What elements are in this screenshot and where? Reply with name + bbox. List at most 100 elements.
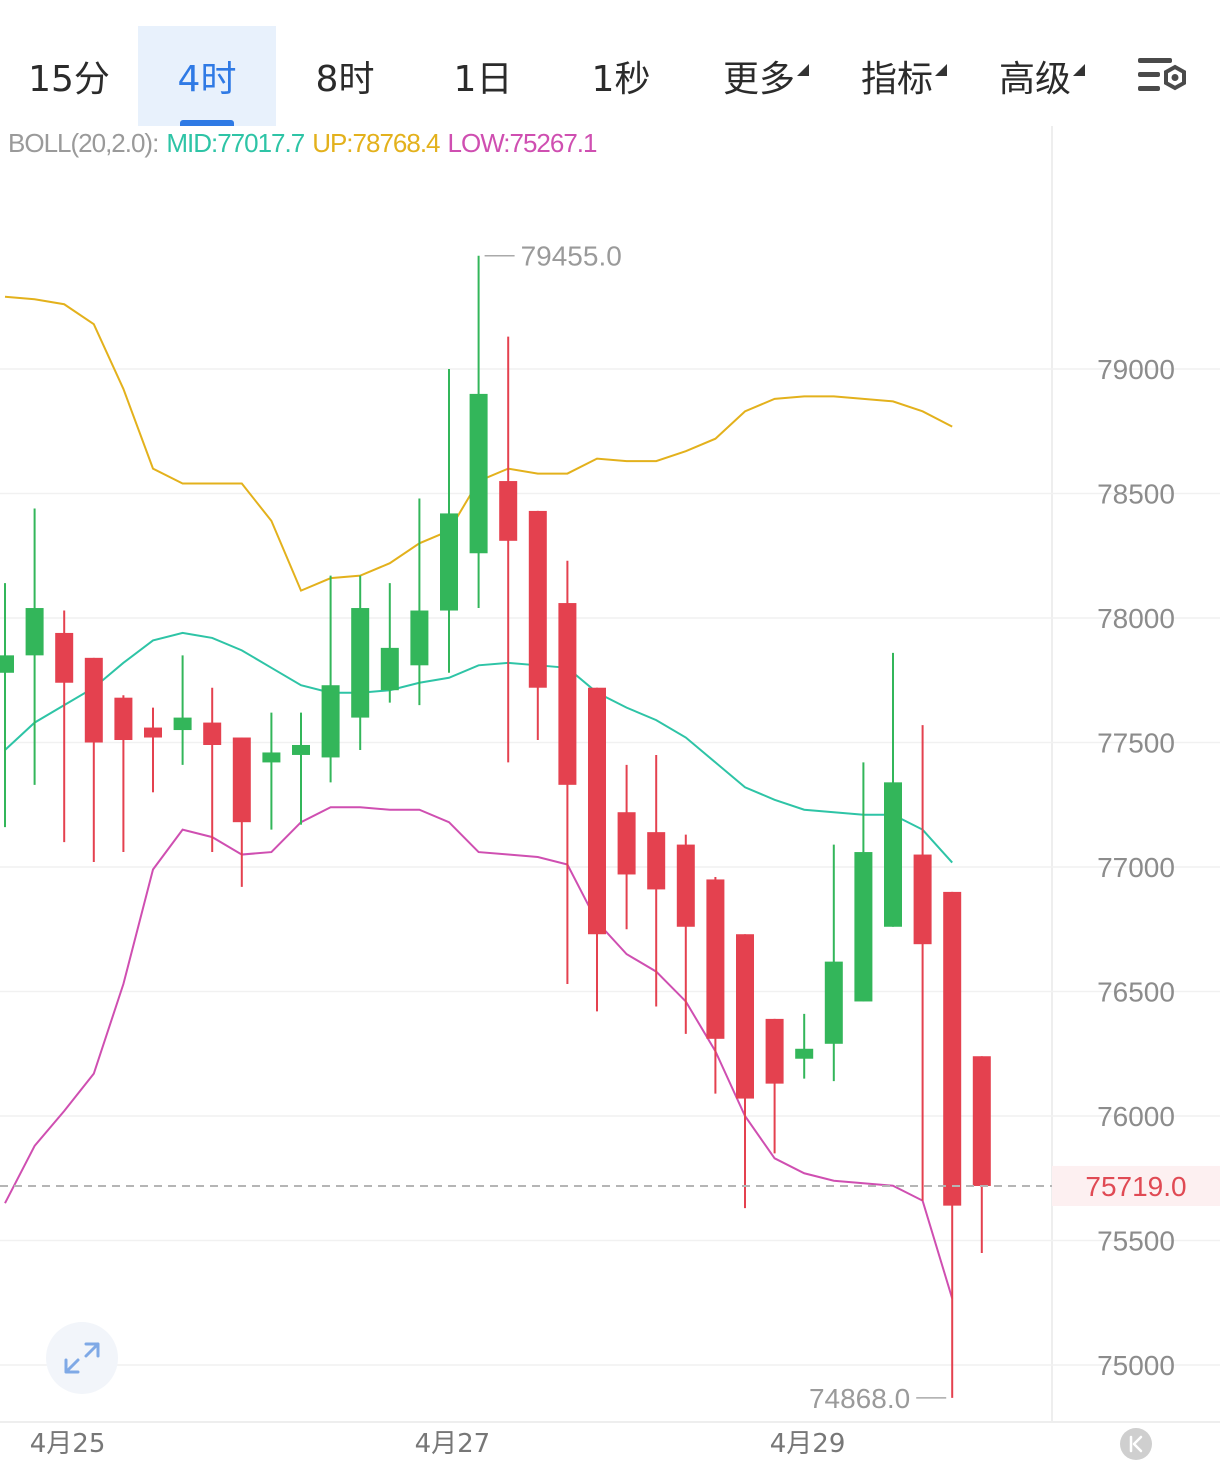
candle — [173, 655, 192, 765]
candle-body — [262, 752, 281, 763]
grid-lines — [0, 126, 1220, 1423]
candle — [25, 508, 44, 785]
skip-back-icon — [1129, 1435, 1143, 1453]
candle-body — [588, 687, 606, 935]
candle — [588, 687, 606, 1012]
boll-mid-line — [4, 631, 953, 864]
candle-body — [943, 891, 962, 1206]
candle — [528, 510, 547, 741]
last-price-badge — [1052, 1165, 1220, 1206]
tab-label: 4时 — [177, 59, 237, 100]
candle-body — [410, 610, 429, 666]
last-price-label: 75719.0 — [1085, 1171, 1186, 1202]
candle-body — [795, 1048, 814, 1059]
candle — [292, 712, 310, 825]
candle — [351, 575, 370, 750]
boll-legend: BOLL(20,2.0): MID:77017.7 UP:78768.4 LOW:75… — [8, 128, 604, 159]
tab-label: 8时 — [315, 59, 375, 100]
candle — [647, 754, 666, 1007]
candle — [114, 695, 133, 853]
candle-body — [469, 393, 488, 554]
candle-body — [884, 782, 902, 927]
price-tick-label: 76000 — [1097, 1101, 1175, 1132]
boll-low-line — [4, 806, 954, 1299]
candle — [262, 712, 281, 830]
price-tick-label: 78000 — [1097, 603, 1175, 634]
candle-body — [321, 685, 340, 758]
candle-body — [706, 879, 725, 1039]
fullscreen-button[interactable] — [46, 1322, 118, 1394]
candle-body — [647, 832, 666, 890]
candle — [410, 498, 429, 706]
candle — [203, 687, 222, 853]
candle-body — [203, 722, 222, 745]
date-tick-label: 4月27 — [415, 1429, 491, 1459]
price-tick-label: 78500 — [1097, 479, 1175, 510]
candle-body — [528, 510, 547, 688]
candle — [913, 725, 932, 1201]
tab-1[interactable]: 15分 — [0, 26, 138, 126]
candle — [795, 1013, 814, 1079]
candle — [0, 583, 14, 828]
candle-body — [114, 697, 133, 741]
candle — [55, 610, 74, 843]
chart-settings-button[interactable] — [1132, 52, 1192, 102]
scroll-to-latest-button[interactable] — [1120, 1428, 1152, 1460]
candle-body — [736, 934, 754, 1099]
candle — [440, 369, 458, 673]
price-tick-label: 76500 — [1097, 977, 1175, 1008]
tab-label: 更多 — [723, 50, 809, 102]
boll-mid-value: MID:77017.7 — [166, 128, 305, 158]
candle-body — [25, 608, 44, 656]
max-price-label: 79455.0 — [521, 241, 622, 272]
candle — [617, 764, 636, 930]
min-price-label: 74868.0 — [809, 1383, 910, 1414]
active-tab-indicator — [180, 120, 234, 126]
candle-body — [617, 812, 636, 875]
boll-up-value: UP:78768.4 — [312, 128, 440, 158]
candle — [854, 762, 873, 1002]
candle — [765, 1018, 784, 1154]
candle-body — [232, 737, 251, 823]
dropdown-corner-icon — [1073, 64, 1085, 76]
tab-label: 指标 — [861, 50, 947, 102]
candlestick-chart[interactable]: 75719.0 79455.0 74868.0 79000 78500 78000 775… — [0, 126, 1220, 1468]
candle — [499, 336, 518, 763]
candle-body — [499, 481, 518, 541]
candle — [144, 707, 162, 793]
candle-body — [55, 632, 74, 683]
candle-body — [0, 655, 14, 673]
tab-6[interactable]: 更多 — [690, 26, 828, 126]
tab-2[interactable]: 4时 — [138, 26, 276, 126]
candle — [469, 255, 488, 609]
candle-body — [676, 844, 695, 927]
price-tick-label: 79000 — [1097, 354, 1175, 385]
candle-body — [913, 854, 932, 945]
candle-body — [292, 744, 310, 755]
tab-label: 1日 — [453, 59, 513, 100]
candle — [736, 934, 754, 1209]
candle-body — [144, 727, 162, 738]
tab-5[interactable]: 1秒 — [552, 26, 690, 126]
price-tick-label: 77500 — [1097, 728, 1175, 759]
tab-7[interactable]: 指标 — [828, 26, 966, 126]
tab-4[interactable]: 1日 — [414, 26, 552, 126]
candle-body — [854, 852, 873, 1002]
candle-body — [972, 1056, 991, 1186]
tab-label: 1秒 — [591, 59, 651, 100]
date-tick-label: 4月29 — [770, 1429, 846, 1459]
timeframe-toolbar: 15分 4时 8时 1日 1秒 更多 指标 高级 — [0, 0, 1220, 126]
candle — [321, 575, 340, 783]
tab-3[interactable]: 8时 — [276, 26, 414, 126]
candle — [380, 583, 399, 703]
tab-8[interactable]: 高级 — [966, 26, 1104, 126]
tab-label: 高级 — [999, 50, 1085, 102]
expand-icon — [64, 1342, 100, 1374]
date-tick-label: 4月25 — [30, 1429, 106, 1459]
candle — [706, 876, 725, 1094]
annotations: 75719.0 79455.0 74868.0 — [0, 241, 1220, 1414]
candle-body — [765, 1018, 784, 1084]
candle — [943, 891, 962, 1398]
dropdown-corner-icon — [935, 64, 947, 76]
date-axis: 4月25 4月27 4月29 — [30, 1429, 846, 1459]
